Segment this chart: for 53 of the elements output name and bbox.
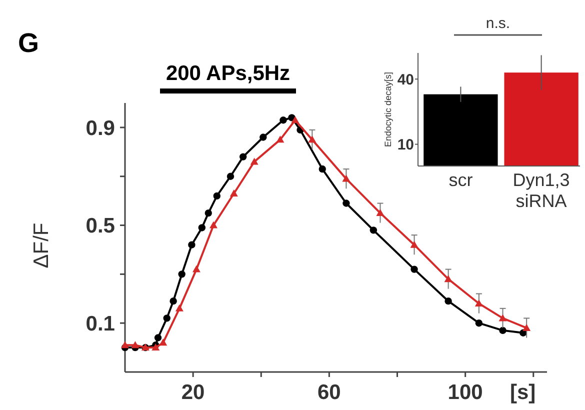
point — [276, 136, 284, 143]
point — [291, 116, 300, 124]
point — [188, 241, 196, 248]
point — [444, 275, 452, 282]
y-axis-title: Endocytic decay[s] — [383, 72, 393, 148]
point — [342, 200, 350, 207]
point — [498, 314, 507, 322]
point — [226, 172, 234, 180]
point — [209, 221, 218, 228]
x-tick-label: scr — [448, 170, 473, 190]
point — [474, 300, 483, 307]
y-tick-label: 40 — [397, 71, 414, 88]
point — [318, 165, 326, 173]
x-tick-label: 100 — [448, 381, 483, 404]
x-tick-label: Dyn1,3 siRNA — [512, 170, 570, 211]
point — [410, 266, 418, 273]
point — [178, 270, 186, 278]
point — [131, 341, 140, 348]
point — [280, 116, 287, 124]
point — [213, 192, 220, 200]
x-tick-label: 20 — [181, 381, 205, 404]
y-tick-label: 10 — [397, 136, 414, 154]
point — [342, 174, 350, 182]
point — [444, 297, 452, 305]
y-tick-label: 0.1 — [86, 312, 116, 336]
point — [175, 304, 184, 312]
point — [260, 134, 267, 141]
x-tick-label: 60 — [318, 381, 341, 404]
point — [192, 265, 200, 272]
y-tick-label: 0.9 — [86, 116, 115, 140]
point — [204, 209, 212, 217]
point — [250, 158, 258, 165]
x-axis-title: [s] — [510, 381, 536, 404]
point — [121, 341, 129, 348]
point — [154, 334, 162, 342]
text: 200 APs,5Hz — [166, 62, 290, 85]
point — [410, 240, 418, 248]
point — [159, 338, 168, 346]
point — [170, 297, 177, 305]
point — [308, 136, 316, 143]
y-tick-label: 0.5 — [86, 214, 116, 238]
point — [499, 326, 506, 334]
point — [198, 224, 206, 232]
y-axis-title: ΔF/F — [30, 222, 53, 268]
point — [475, 319, 483, 327]
chart-title: G — [18, 28, 40, 58]
text: n.s. — [486, 15, 510, 32]
point — [163, 314, 170, 322]
point — [376, 209, 384, 216]
point — [239, 153, 247, 160]
point — [230, 189, 238, 196]
point — [522, 324, 531, 331]
point — [370, 226, 378, 234]
